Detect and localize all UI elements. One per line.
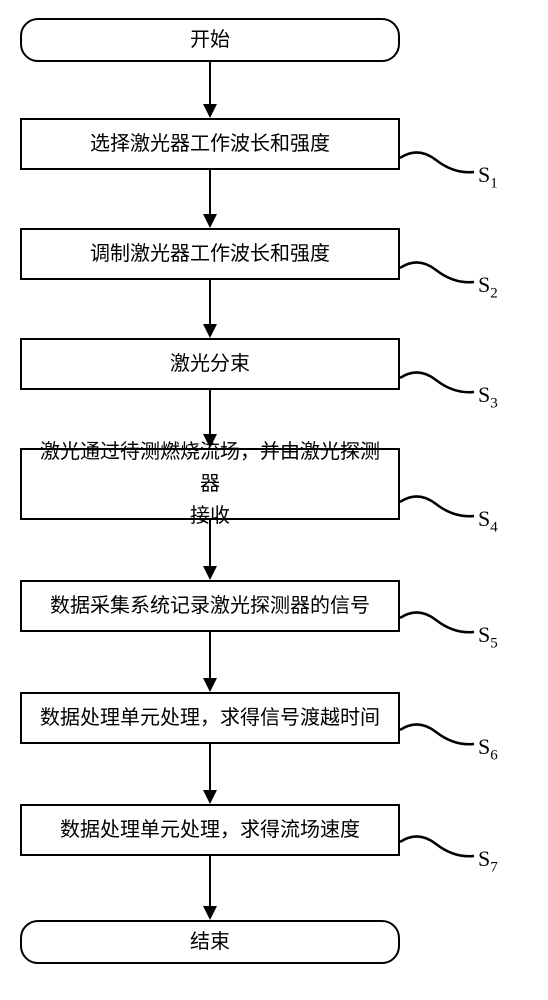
arrow-4-line [209, 390, 211, 434]
arrow-5-line [209, 520, 211, 566]
process-s3: 激光分束 [20, 338, 400, 390]
s4-text: 激光通过待测燃烧流场，并由激光探测器 接收 [34, 436, 386, 532]
process-s6: 数据处理单元处理，求得信号渡越时间 [20, 692, 400, 744]
arrow-1-head [203, 104, 217, 118]
label-s1-sub: 1 [490, 175, 498, 191]
s3-text: 激光分束 [170, 348, 250, 380]
s6-text: 数据处理单元处理，求得信号渡越时间 [40, 702, 380, 734]
arrow-3-head [203, 324, 217, 338]
arrow-2-head [203, 214, 217, 228]
start-text: 开始 [190, 24, 230, 56]
label-s2: S2 [478, 272, 498, 302]
arrow-6-line [209, 632, 211, 678]
arrow-3-line [209, 280, 211, 324]
connector-s2 [400, 258, 480, 298]
flowchart-container: 开始 选择激光器工作波长和强度 调制激光器工作波长和强度 激光分束 激光通过待测… [0, 0, 548, 1000]
arrow-1-line [209, 62, 211, 104]
label-s3-main: S [478, 382, 490, 407]
connector-s5 [400, 608, 480, 648]
process-s1: 选择激光器工作波长和强度 [20, 118, 400, 170]
arrow-2-line [209, 170, 211, 214]
label-s4: S4 [478, 506, 498, 536]
arrow-7-line [209, 744, 211, 790]
process-s4: 激光通过待测燃烧流场，并由激光探测器 接收 [20, 448, 400, 520]
label-s7: S7 [478, 846, 498, 876]
s1-text: 选择激光器工作波长和强度 [90, 128, 330, 160]
s2-text: 调制激光器工作波长和强度 [90, 238, 330, 270]
arrow-7-head [203, 790, 217, 804]
label-s4-sub: 4 [490, 519, 498, 535]
arrow-5-head [203, 566, 217, 580]
connector-s4 [400, 492, 480, 532]
label-s7-main: S [478, 846, 490, 871]
label-s3: S3 [478, 382, 498, 412]
arrow-8-line [209, 856, 211, 906]
connector-s6 [400, 720, 480, 760]
connector-s7 [400, 832, 480, 872]
label-s6-sub: 6 [490, 747, 498, 763]
label-s5-main: S [478, 622, 490, 647]
label-s5: S5 [478, 622, 498, 652]
label-s3-sub: 3 [490, 395, 498, 411]
label-s2-main: S [478, 272, 490, 297]
process-s7: 数据处理单元处理，求得流场速度 [20, 804, 400, 856]
process-s2: 调制激光器工作波长和强度 [20, 228, 400, 280]
arrow-4-head [203, 434, 217, 448]
s5-text: 数据采集系统记录激光探测器的信号 [50, 590, 370, 622]
arrow-8-head [203, 906, 217, 920]
label-s1-main: S [478, 162, 490, 187]
label-s7-sub: 7 [490, 859, 498, 875]
label-s2-sub: 2 [490, 285, 498, 301]
label-s6: S6 [478, 734, 498, 764]
connector-s3 [400, 368, 480, 408]
label-s5-sub: 5 [490, 635, 498, 651]
start-node: 开始 [20, 18, 400, 62]
connector-s1 [400, 148, 480, 188]
label-s6-main: S [478, 734, 490, 759]
arrow-6-head [203, 678, 217, 692]
label-s1: S1 [478, 162, 498, 192]
end-node: 结束 [20, 920, 400, 964]
s7-text: 数据处理单元处理，求得流场速度 [60, 814, 360, 846]
end-text: 结束 [190, 926, 230, 958]
label-s4-main: S [478, 506, 490, 531]
process-s5: 数据采集系统记录激光探测器的信号 [20, 580, 400, 632]
